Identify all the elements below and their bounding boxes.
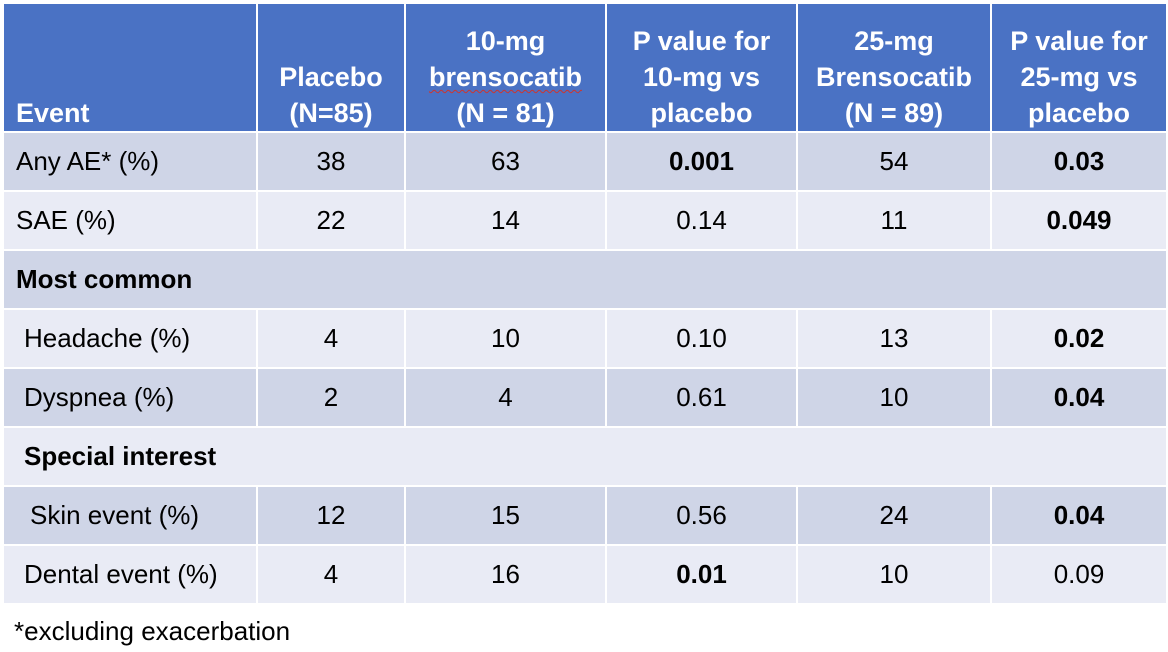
cell-p-value-25mg: 0.049 <box>990 190 1168 251</box>
header-placebo: Placebo (N=85) <box>256 2 406 133</box>
cell-placebo: 2 <box>256 367 406 428</box>
cell-p-value-25mg: 0.04 <box>990 485 1168 546</box>
spellcheck-underline: brensocatib <box>428 62 583 92</box>
cell-p-value-10mg: 0.14 <box>605 190 798 251</box>
row-label: Dyspnea (%) <box>2 367 258 428</box>
table-header: Event Placebo (N=85) 10-mg brensocatib (… <box>2 2 1168 133</box>
cell-placebo: 12 <box>256 485 406 546</box>
cell-25mg: 54 <box>796 131 992 192</box>
cell-p-value-25mg: 0.04 <box>990 367 1168 428</box>
table-body: Any AE* (%) 38 63 0.001 54 0.03 SAE (%) … <box>2 131 1168 605</box>
header-p-value-10mg: P value for 10-mg vs placebo <box>605 2 798 133</box>
cell-10mg: 15 <box>404 485 607 546</box>
cell-p-value-25mg: 0.03 <box>990 131 1168 192</box>
row-label: Dental event (%) <box>2 544 258 605</box>
cell-10mg: 10 <box>404 308 607 369</box>
cell-10mg: 63 <box>404 131 607 192</box>
table-row: Dental event (%) 4 16 0.01 10 0.09 <box>2 544 1168 605</box>
section-heading-most-common: Most common <box>2 249 1168 310</box>
table-row: SAE (%) 22 14 0.14 11 0.049 <box>2 190 1168 251</box>
section-heading-special-interest: Special interest <box>2 426 1168 487</box>
cell-25mg: 11 <box>796 190 992 251</box>
cell-25mg: 24 <box>796 485 992 546</box>
header-row: Event Placebo (N=85) 10-mg brensocatib (… <box>2 2 1168 133</box>
cell-10mg: 14 <box>404 190 607 251</box>
cell-p-value-10mg: 0.001 <box>605 131 798 192</box>
table-row: Dyspnea (%) 2 4 0.61 10 0.04 <box>2 367 1168 428</box>
row-label: SAE (%) <box>2 190 258 251</box>
section-row: Special interest <box>2 426 1168 487</box>
cell-10mg: 16 <box>404 544 607 605</box>
cell-10mg: 4 <box>404 367 607 428</box>
cell-placebo: 4 <box>256 308 406 369</box>
row-label: Any AE* (%) <box>2 131 258 192</box>
table-row: Headache (%) 4 10 0.10 13 0.02 <box>2 308 1168 369</box>
cell-p-value-25mg: 0.09 <box>990 544 1168 605</box>
section-row: Most common <box>2 249 1168 310</box>
adverse-events-table: Event Placebo (N=85) 10-mg brensocatib (… <box>2 2 1168 605</box>
cell-25mg: 13 <box>796 308 992 369</box>
cell-p-value-10mg: 0.56 <box>605 485 798 546</box>
table-row: Skin event (%) 12 15 0.56 24 0.04 <box>2 485 1168 546</box>
cell-25mg: 10 <box>796 367 992 428</box>
cell-placebo: 38 <box>256 131 406 192</box>
cell-p-value-10mg: 0.10 <box>605 308 798 369</box>
row-label: Skin event (%) <box>2 485 258 546</box>
table-row: Any AE* (%) 38 63 0.001 54 0.03 <box>2 131 1168 192</box>
cell-placebo: 4 <box>256 544 406 605</box>
footnote: *excluding exacerbation <box>14 616 291 646</box>
cell-p-value-25mg: 0.02 <box>990 308 1168 369</box>
header-25mg-brensocatib: 25-mg Brensocatib (N = 89) <box>796 2 992 133</box>
header-p-value-25mg: P value for 25-mg vs placebo <box>990 2 1168 133</box>
row-label: Headache (%) <box>2 308 258 369</box>
header-10mg-brensocatib: 10-mg brensocatib (N = 81) <box>404 2 607 133</box>
header-event: Event <box>2 2 258 133</box>
cell-p-value-10mg: 0.61 <box>605 367 798 428</box>
cell-p-value-10mg: 0.01 <box>605 544 798 605</box>
cell-25mg: 10 <box>796 544 992 605</box>
cell-placebo: 22 <box>256 190 406 251</box>
